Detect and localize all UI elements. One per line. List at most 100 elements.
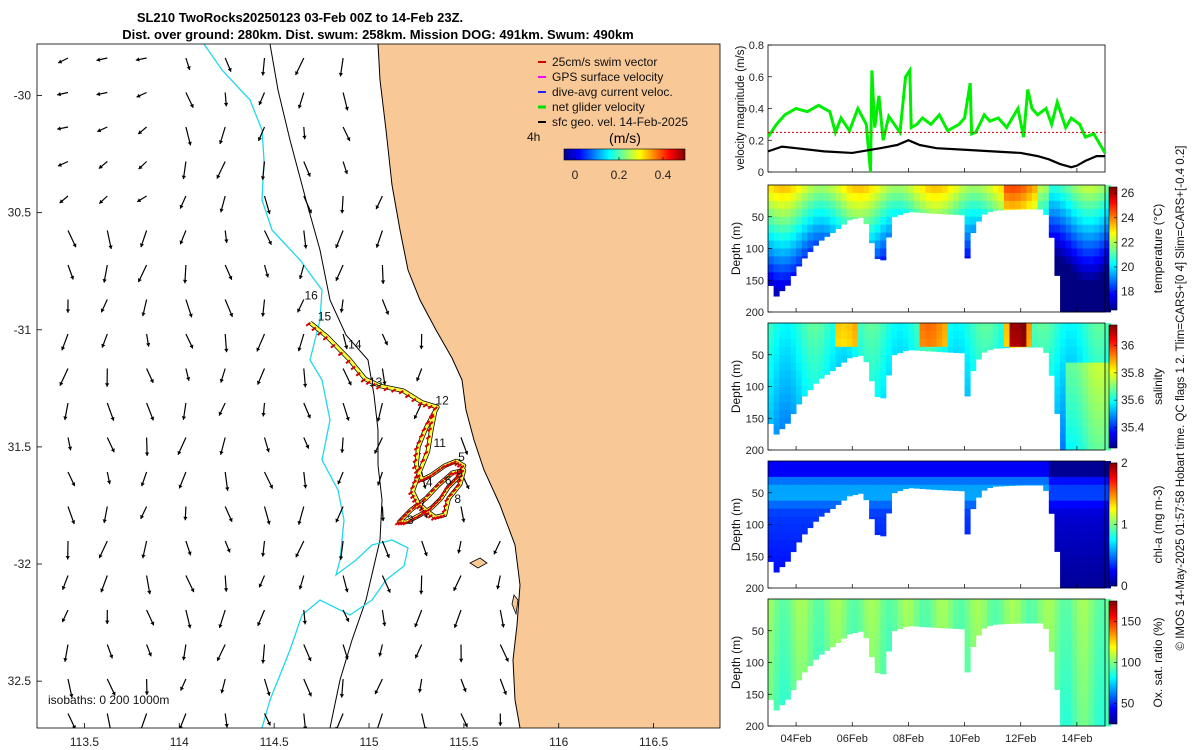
section-cell xyxy=(841,622,848,632)
section-cell xyxy=(970,208,977,218)
velocity-arrow-head xyxy=(179,240,184,245)
velocity-arrow-head xyxy=(344,106,349,111)
section-cell xyxy=(998,185,1005,194)
section-cell xyxy=(1060,718,1067,727)
velocity-arrow-head xyxy=(464,450,469,455)
section-cell xyxy=(863,461,870,470)
section-cell xyxy=(1020,622,1027,624)
section-cell xyxy=(885,646,892,652)
section-cell xyxy=(796,192,803,202)
section-cell xyxy=(1076,296,1083,305)
section-cell xyxy=(970,192,977,202)
section-cell xyxy=(790,323,797,332)
swim-vector xyxy=(412,458,418,464)
section-cell xyxy=(857,200,864,210)
section-cell xyxy=(1105,461,1112,470)
section-cell xyxy=(987,476,994,486)
section-cell xyxy=(874,208,881,218)
section-cell xyxy=(796,362,803,372)
section-cell xyxy=(790,224,797,234)
section-cell xyxy=(1060,646,1067,655)
section-cell xyxy=(1065,192,1072,202)
section-cell xyxy=(1065,572,1072,581)
section-cell xyxy=(1099,508,1106,517)
colorbar-unit: (m/s) xyxy=(609,130,641,146)
section-cell xyxy=(1054,208,1061,218)
velocity-arrow-head xyxy=(224,348,229,353)
swim-vector xyxy=(459,469,465,475)
section-cell xyxy=(1060,532,1067,541)
section-cell xyxy=(768,232,775,241)
section-cell xyxy=(1015,461,1022,470)
velocity-arrow-head xyxy=(305,444,310,449)
swim-vector xyxy=(439,479,445,485)
section-cell xyxy=(835,338,842,348)
section-cell xyxy=(768,330,775,340)
section-cell xyxy=(925,200,932,210)
section-cell xyxy=(964,362,971,372)
section-cell xyxy=(796,200,803,210)
section-cell xyxy=(1015,330,1022,340)
section-cell xyxy=(1082,614,1089,624)
section-cell xyxy=(1026,484,1033,486)
section-cell xyxy=(975,208,982,218)
section-cell xyxy=(970,599,977,608)
section-cell xyxy=(1071,524,1078,533)
section-cell xyxy=(824,622,831,632)
section-cell xyxy=(869,185,876,194)
section-cell xyxy=(863,323,870,332)
section-cells xyxy=(768,185,1112,313)
section-cell xyxy=(1099,280,1106,289)
section-cell xyxy=(812,346,819,356)
section-cell xyxy=(880,484,887,494)
section-cell xyxy=(897,461,904,470)
section-cell xyxy=(1060,346,1067,356)
section-cell xyxy=(987,468,994,478)
section-cell xyxy=(1088,500,1095,510)
section-cell xyxy=(796,646,803,655)
swim-vector xyxy=(451,488,457,493)
section-cell xyxy=(953,606,960,616)
section-cell xyxy=(773,484,780,494)
section-cell xyxy=(1071,476,1078,486)
section-cell xyxy=(1093,208,1100,218)
velocity-arrow-head xyxy=(61,346,66,351)
section-cell xyxy=(779,468,786,478)
map-x-tick-label: 114 xyxy=(170,735,189,749)
section-cell xyxy=(874,323,881,332)
colorbar-tick-label: 2 xyxy=(1121,456,1128,470)
velocity-y-tick-label: 0.8 xyxy=(749,40,764,52)
section-cell xyxy=(897,323,904,332)
section-cell xyxy=(970,185,977,194)
section-cell xyxy=(773,461,780,470)
velocity-arrow-head xyxy=(147,590,152,595)
section-cell xyxy=(908,476,915,486)
section-cell xyxy=(908,346,915,351)
section-cell xyxy=(846,216,853,221)
velocity-arrow-head xyxy=(223,588,229,592)
section-cell xyxy=(869,508,876,517)
swim-vector xyxy=(455,470,461,475)
section-cell xyxy=(1105,402,1112,411)
swim-vector xyxy=(436,497,442,503)
section-cell xyxy=(925,614,932,624)
swim-vector xyxy=(370,382,376,388)
velocity-arrow-head xyxy=(256,347,261,352)
section-cell xyxy=(801,370,808,379)
section-cell xyxy=(1088,606,1095,616)
swim-vector xyxy=(360,378,366,383)
section-cell xyxy=(790,484,797,494)
section-cell xyxy=(1093,323,1100,332)
section-cell xyxy=(1082,280,1089,289)
section-cell xyxy=(1065,426,1072,435)
section-cell xyxy=(1099,434,1106,443)
section-cell xyxy=(1060,468,1067,478)
section-cell xyxy=(1076,516,1083,525)
section-cell xyxy=(1065,702,1072,711)
section-cell xyxy=(942,208,949,215)
section-cell xyxy=(801,232,808,241)
coastline xyxy=(377,44,521,728)
section-cell xyxy=(936,622,943,629)
velocity-arrow-head xyxy=(150,621,155,626)
section-cell xyxy=(857,622,864,632)
